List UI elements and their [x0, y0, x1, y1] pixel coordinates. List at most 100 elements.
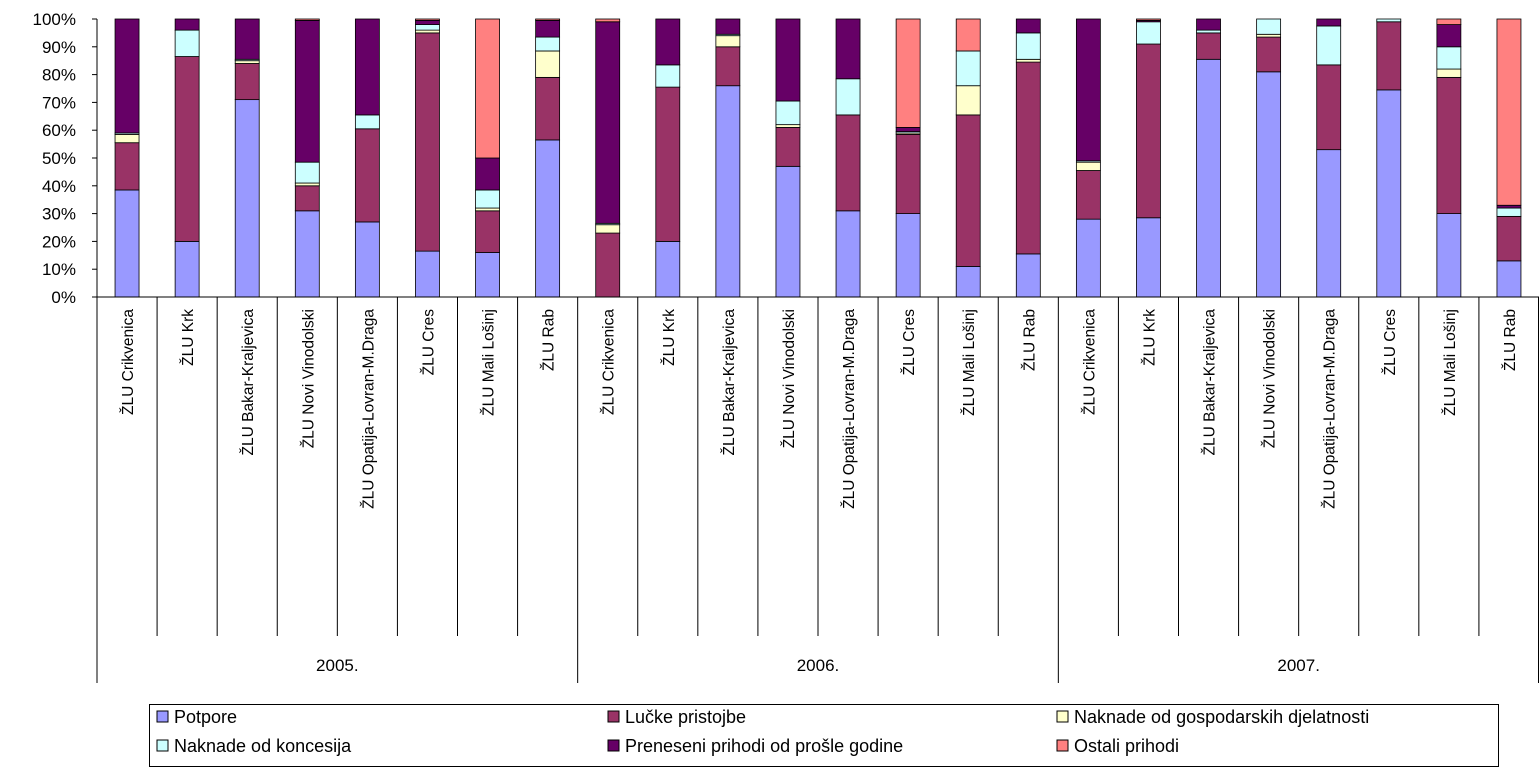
bar-segment — [174, 56, 200, 242]
bar-segment — [1015, 18, 1041, 34]
bar-segment — [1136, 21, 1161, 45]
bar-segment — [535, 18, 561, 21]
category-label: ŽLU Opatija-Lovran-M.Draga — [841, 309, 858, 509]
bar-segment — [775, 18, 801, 102]
bar-segment — [174, 29, 200, 57]
legend-box — [149, 704, 1499, 767]
bar-segment — [535, 76, 561, 141]
category-label: ŽLU Krk — [661, 309, 678, 366]
bar-segment — [595, 21, 621, 224]
bar-segment — [415, 250, 440, 298]
bars — [114, 18, 1522, 298]
bar-segment — [775, 100, 801, 126]
category-label: ŽLU Crikvenica — [1081, 309, 1098, 415]
group-label: 2007. — [1277, 656, 1320, 675]
category-label: ŽLU Cres — [420, 309, 437, 376]
bar-segment — [1196, 58, 1221, 298]
bar-segment — [715, 46, 741, 87]
bar-segment — [775, 165, 801, 298]
bar-segment — [655, 240, 681, 298]
bar-segment — [1316, 149, 1342, 298]
bar-segment — [114, 189, 140, 298]
legend-swatch — [607, 710, 620, 723]
bar-segment — [354, 128, 380, 223]
bar-segment — [835, 18, 861, 80]
bar-segment — [1496, 204, 1522, 209]
bar-segment — [415, 29, 440, 34]
bar-segment — [234, 63, 260, 101]
category-label: ŽLU Krk — [1141, 309, 1158, 366]
category-label: ŽLU Crikvenica — [601, 309, 618, 415]
legend-label: Potpore — [174, 707, 237, 727]
bar-segment — [1376, 89, 1402, 298]
bar-segment — [174, 240, 200, 298]
bar-segment — [955, 18, 981, 52]
bar-segment — [1256, 33, 1282, 38]
bar-segment — [775, 127, 801, 167]
bar-segment — [1316, 18, 1342, 27]
legend-label: Ostali prihodi — [1074, 736, 1179, 756]
bar-segment — [955, 114, 981, 267]
bar-segment — [835, 114, 861, 212]
y-tick-label: 20% — [42, 232, 76, 251]
bar-segment — [1496, 207, 1522, 217]
y-tick-label: 10% — [42, 260, 76, 279]
y-tick-label: 50% — [42, 149, 76, 168]
bar-segment — [895, 213, 921, 298]
legend-swatch — [1056, 710, 1069, 723]
y-tick-label: 30% — [42, 205, 76, 224]
category-label: ŽLU Opatija-Lovran-M.Draga — [1322, 309, 1339, 509]
bar-segment — [114, 142, 140, 191]
bar-segment — [354, 18, 380, 116]
bar-segment — [655, 86, 681, 242]
bar-segment — [1256, 18, 1282, 35]
legend: Potpore Lučke pristojbe Naknade od gospoda… — [149, 704, 1499, 767]
category-label: ŽLU Novi Vinodolski — [1262, 309, 1279, 448]
bar-segment — [1015, 253, 1041, 298]
category-label: ŽLU Bakar-Kraljevica — [1202, 309, 1219, 456]
bar-segment — [1436, 46, 1462, 70]
bar-segment — [294, 18, 320, 21]
group-label: 2006. — [797, 656, 840, 675]
category-label: ŽLU Rab — [1021, 309, 1038, 371]
bar-segment — [174, 18, 200, 31]
bar-segment — [1015, 61, 1041, 255]
bar-segment — [1256, 36, 1282, 73]
legend-swatch — [156, 710, 169, 723]
bar-segment — [294, 19, 320, 163]
bar-segment — [294, 185, 320, 212]
bar-segment — [1316, 64, 1342, 151]
bar-segment — [415, 24, 440, 31]
bar-segment — [595, 232, 621, 298]
y-tick-label: 90% — [42, 38, 76, 57]
bar-segment — [1136, 43, 1161, 219]
bar-segment — [895, 127, 921, 132]
bar-segment — [1075, 18, 1101, 162]
legend-label: Naknade od koncesija — [174, 736, 352, 756]
category-label: ŽLU Bakar-Kraljevica — [721, 309, 738, 456]
legend-label: Naknade od gospodarskih djelatnosti — [1074, 707, 1369, 727]
category-label: ŽLU Rab — [541, 309, 558, 371]
bar-segment — [1196, 29, 1221, 34]
bar-segment — [1376, 21, 1402, 91]
bar-segment — [475, 18, 500, 159]
bar-segment — [655, 64, 681, 88]
bar-segment — [234, 18, 260, 60]
bar-segment — [1136, 217, 1161, 298]
bar-segment — [1136, 18, 1161, 21]
category-label: ŽLU Novi Vinodolski — [300, 309, 317, 448]
bar-segment — [1376, 18, 1402, 23]
y-tick-label: 60% — [42, 121, 76, 140]
bar-segment — [1436, 18, 1462, 25]
bar-segment — [595, 18, 621, 23]
y-tick-label: 70% — [42, 93, 76, 112]
x-axis: ŽLU Crikvenica ŽLU Krk ŽLU Bakar-Kraljevic… — [96, 296, 1539, 683]
legend-label: Preneseni prihodi od prošle godine — [625, 736, 903, 756]
bar-segment — [234, 60, 260, 64]
bar-segment — [535, 19, 561, 38]
y-tick-label: 40% — [42, 177, 76, 196]
bar-segment — [475, 210, 500, 253]
bar-segment — [835, 210, 861, 298]
bar-segment — [955, 85, 981, 116]
bar-segment — [1075, 161, 1101, 171]
